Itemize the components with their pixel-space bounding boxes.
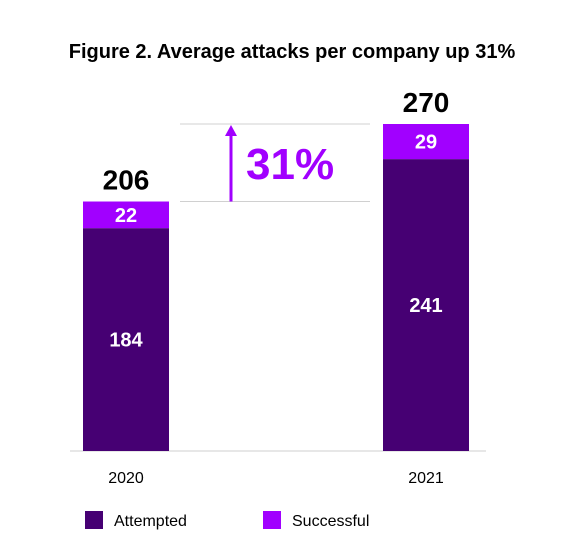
- legend: Attempted Successful: [85, 511, 369, 530]
- data-label-successful-2020: 22: [115, 205, 137, 227]
- data-label-attempted-2021: 241: [409, 295, 442, 317]
- arrow-head: [225, 125, 237, 136]
- chart-title: Figure 2. Average attacks per company up…: [69, 41, 516, 63]
- bar-attempted-2020: [83, 228, 169, 451]
- legend-label-successful: Successful: [292, 513, 369, 530]
- legend-swatch-successful: [263, 511, 281, 529]
- data-label-attempted-2020: 184: [109, 330, 143, 352]
- growth-annotation: 31%: [246, 140, 334, 189]
- arrow-up-icon: [225, 125, 237, 202]
- data-label-successful-2021: 29: [415, 132, 437, 154]
- legend-item-successful: Successful: [263, 511, 369, 530]
- legend-swatch-attempted: [85, 511, 103, 529]
- total-label-2020: 206: [103, 165, 150, 196]
- bar-successful-2021: [383, 124, 469, 160]
- x-tick-label-2021: 2021: [408, 470, 444, 487]
- legend-label-attempted: Attempted: [114, 513, 187, 530]
- bar-attempted-2021: [383, 159, 469, 451]
- x-tick-label-2020: 2020: [108, 470, 144, 487]
- total-label-2021: 270: [403, 87, 450, 118]
- legend-item-attempted: Attempted: [85, 511, 187, 530]
- plot-area: 184 22 206 2020 241 29 270 2021 31%: [70, 87, 486, 487]
- bar-successful-2020: [83, 201, 169, 229]
